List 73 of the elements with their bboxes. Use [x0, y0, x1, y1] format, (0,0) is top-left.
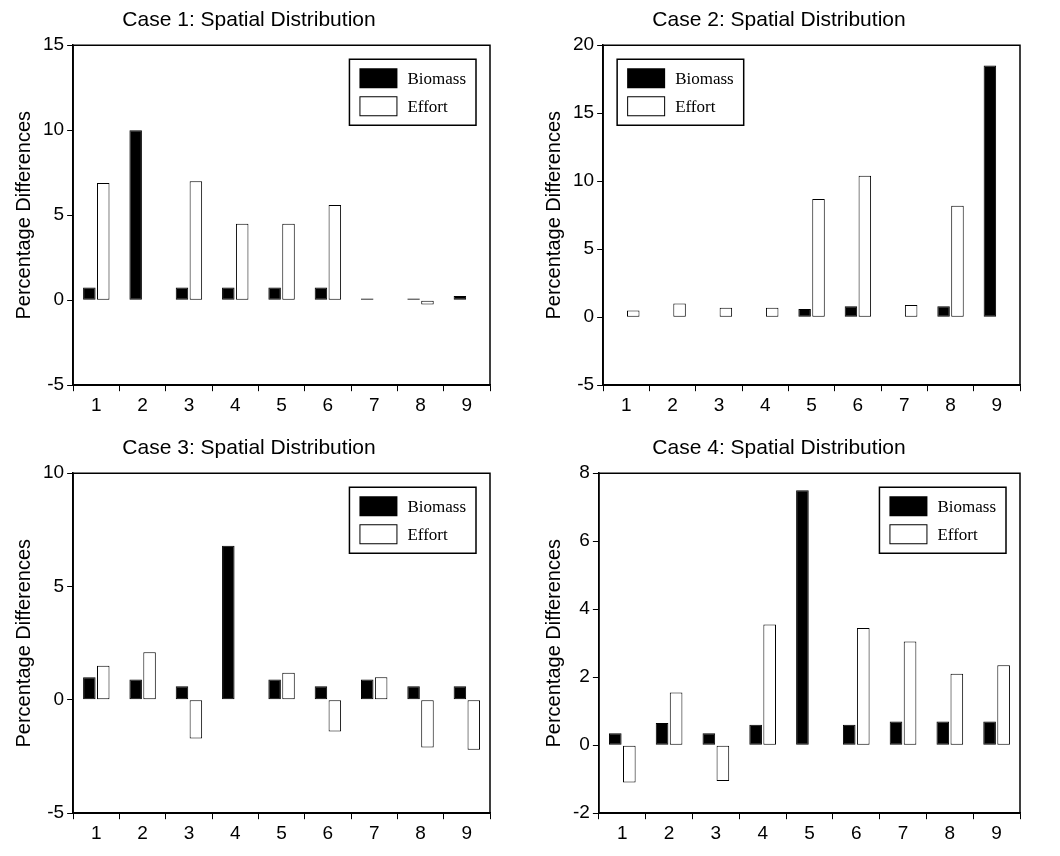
x-tick-label: 2 — [137, 393, 148, 415]
x-tick-label: 5 — [804, 821, 815, 843]
y-tick-label: 0 — [53, 688, 65, 710]
x-tick-label: 7 — [898, 393, 910, 415]
y-tick-label: 6 — [579, 529, 590, 551]
legend-label: Effort — [675, 96, 716, 116]
y-tick-label: 4 — [579, 597, 591, 619]
x-tick-label: 4 — [229, 821, 241, 843]
legend-label: Biomass — [937, 496, 996, 516]
x-tick-label: 1 — [617, 821, 628, 843]
x-tick-label: 2 — [137, 821, 148, 843]
y-tick-label: 5 — [53, 574, 65, 596]
y-tick-label: 5 — [53, 203, 65, 225]
x-tick-label: 3 — [713, 393, 725, 415]
x-tick-label: 5 — [276, 821, 287, 843]
legend-label: Biomass — [675, 68, 734, 88]
x-tick-label: 6 — [322, 393, 334, 415]
x-tick-label: 8 — [945, 393, 956, 415]
y-tick-label: -5 — [47, 801, 65, 823]
x-tick-label: 5 — [806, 393, 817, 415]
legend-label: Biomass — [407, 68, 466, 88]
legend-label: Effort — [407, 96, 448, 116]
x-tick-label: 2 — [663, 821, 675, 843]
y-tick-label: -2 — [572, 801, 590, 823]
y-tick-label: 10 — [42, 461, 65, 483]
legend-label: Effort — [407, 524, 448, 544]
y-axis-title: Percentage Differences — [11, 538, 34, 748]
chart-title: Case 4: Spatial Distribution — [652, 435, 906, 459]
x-tick-label: 3 — [183, 821, 195, 843]
x-tick-label: 7 — [368, 821, 380, 843]
y-tick-label: 15 — [572, 101, 595, 123]
x-tick-label: 7 — [897, 821, 909, 843]
y-tick-label: 10 — [572, 169, 595, 191]
y-tick-label: 10 — [42, 118, 65, 140]
chart-title: Case 2: Spatial Distribution — [652, 7, 906, 31]
chart-title: Case 1: Spatial Distribution — [122, 7, 376, 31]
y-tick-label: 20 — [572, 33, 595, 55]
y-tick-label: 5 — [583, 237, 595, 259]
x-tick-label: 6 — [322, 821, 334, 843]
y-axis-title: Percentage Differences — [541, 110, 564, 320]
x-tick-label: 9 — [991, 393, 1003, 415]
legend-label: Biomass — [407, 496, 466, 516]
y-axis-title: Percentage Differences — [541, 538, 564, 748]
x-tick-label: 9 — [461, 393, 473, 415]
y-tick-label: -5 — [47, 373, 65, 395]
x-tick-label: 4 — [757, 821, 769, 843]
y-tick-label: 15 — [42, 33, 65, 55]
y-tick-label: 0 — [579, 733, 590, 755]
x-tick-label: 9 — [991, 821, 1002, 843]
x-tick-label: 1 — [91, 393, 102, 415]
y-tick-label: 0 — [53, 288, 65, 310]
x-tick-label: 4 — [759, 393, 771, 415]
x-tick-label: 9 — [461, 821, 473, 843]
x-tick-label: 6 — [850, 821, 862, 843]
y-tick-label: 2 — [579, 665, 590, 687]
y-tick-label: -5 — [577, 373, 595, 395]
x-tick-label: 3 — [183, 393, 195, 415]
x-tick-label: 2 — [667, 393, 678, 415]
x-tick-label: 6 — [852, 393, 864, 415]
x-tick-label: 8 — [415, 821, 426, 843]
x-tick-label: 8 — [944, 821, 956, 843]
x-tick-label: 1 — [91, 821, 102, 843]
chart-title: Case 3: Spatial Distribution — [122, 435, 376, 459]
y-tick-label: 8 — [579, 461, 590, 483]
x-tick-label: 5 — [276, 393, 287, 415]
legend-label: Effort — [937, 524, 978, 544]
y-tick-label: 0 — [583, 305, 595, 327]
x-tick-label: 3 — [710, 821, 722, 843]
x-tick-label: 7 — [368, 393, 380, 415]
x-tick-label: 4 — [229, 393, 241, 415]
x-tick-label: 1 — [621, 393, 632, 415]
x-tick-label: 8 — [415, 393, 426, 415]
y-axis-title: Percentage Differences — [11, 110, 34, 320]
